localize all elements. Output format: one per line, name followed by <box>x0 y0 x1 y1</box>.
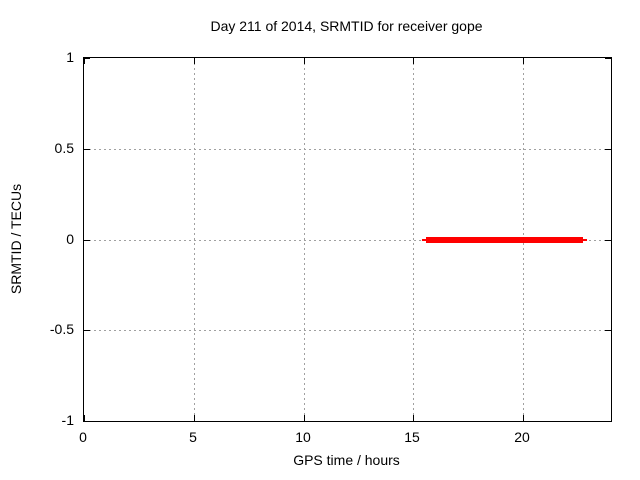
y-tick-mark-left <box>84 240 90 241</box>
y-tick-mark-right <box>605 240 611 241</box>
x-tick-mark-bottom <box>194 415 195 421</box>
y-tick-label: 0.5 <box>54 140 74 156</box>
x-tick-mark-top <box>523 58 524 64</box>
y-tick-label: 1 <box>66 49 74 65</box>
y-gridline <box>84 149 611 150</box>
x-tick-mark-bottom <box>304 415 305 421</box>
x-axis-title: GPS time / hours <box>293 452 400 468</box>
x-gridline <box>413 58 414 421</box>
x-tick-label: 10 <box>295 429 311 445</box>
y-tick-label: -1 <box>61 412 74 428</box>
x-tick-mark-top <box>304 58 305 64</box>
x-tick-mark-top <box>194 58 195 64</box>
x-tick-mark-top <box>84 58 85 64</box>
x-tick-label: 5 <box>189 429 197 445</box>
y-gridline <box>84 330 611 331</box>
y-tick-mark-right <box>605 421 611 422</box>
x-tick-mark-bottom <box>84 415 85 421</box>
y-tick-mark-left <box>84 330 90 331</box>
x-gridline <box>304 58 305 421</box>
x-gridline <box>194 58 195 421</box>
chart-title: Day 211 of 2014, SRMTID for receiver gop… <box>210 18 483 34</box>
y-tick-label: 0 <box>66 231 74 247</box>
x-tick-mark-top <box>413 58 414 64</box>
x-tick-label: 15 <box>404 429 420 445</box>
y-tick-mark-right <box>605 58 611 59</box>
x-tick-mark-bottom <box>413 415 414 421</box>
y-tick-mark-left <box>84 421 90 422</box>
series-line <box>426 236 583 243</box>
x-tick-mark-bottom <box>523 415 524 421</box>
y-gridline <box>84 240 611 241</box>
y-tick-mark-right <box>605 330 611 331</box>
x-tick-label: 0 <box>79 429 87 445</box>
x-tick-label: 20 <box>514 429 530 445</box>
y-tick-mark-left <box>84 149 90 150</box>
y-tick-mark-left <box>84 58 90 59</box>
y-tick-label: -0.5 <box>49 321 74 337</box>
y-tick-mark-right <box>605 149 611 150</box>
plot-area <box>83 57 612 422</box>
y-axis-title: SRMTID / TECUs <box>8 183 24 295</box>
